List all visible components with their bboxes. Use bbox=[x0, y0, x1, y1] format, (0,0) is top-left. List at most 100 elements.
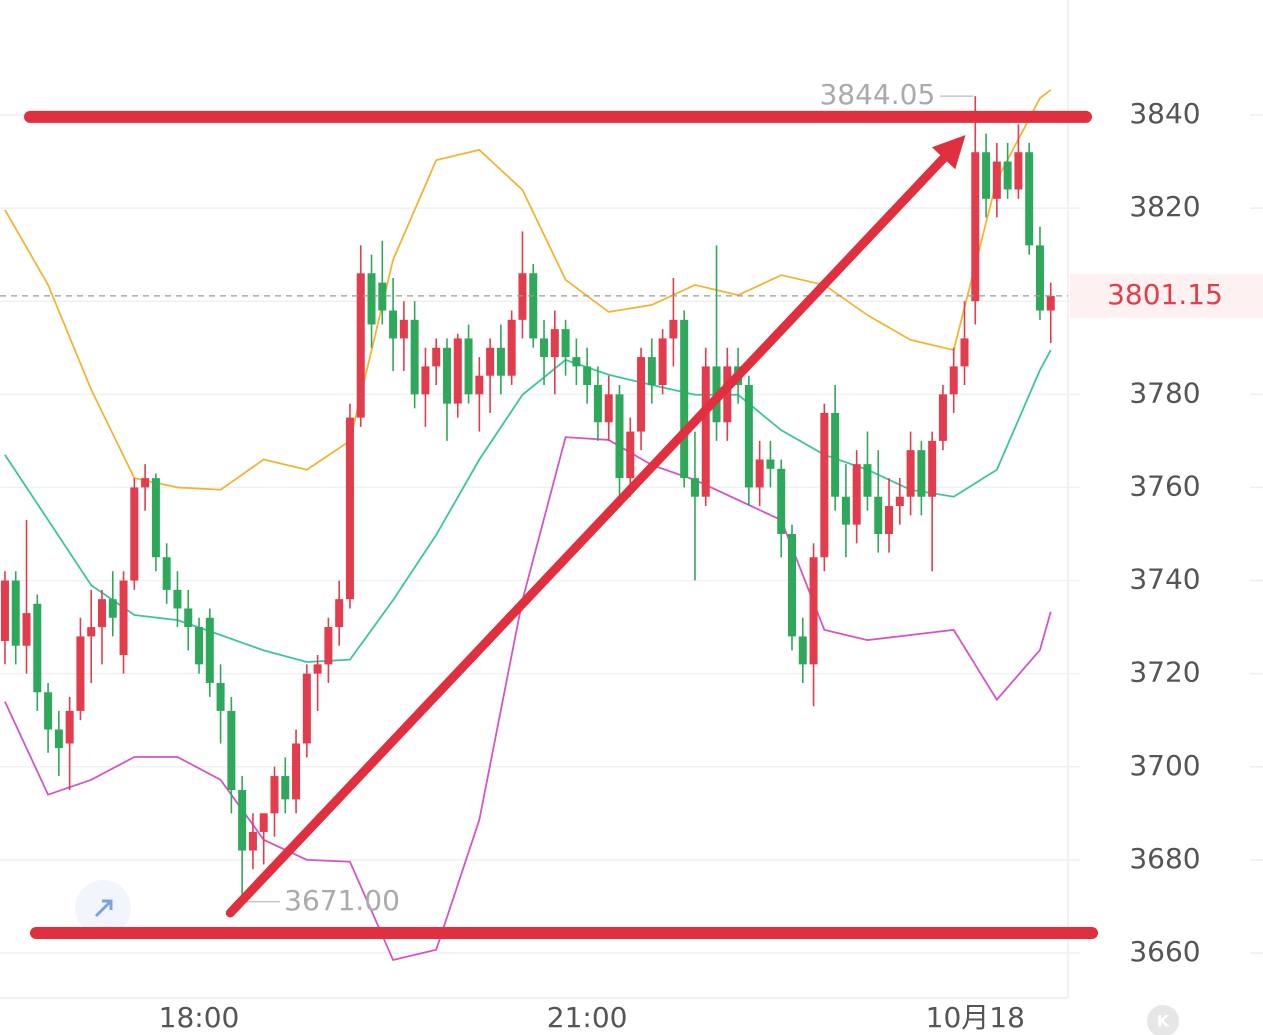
candle-body bbox=[335, 599, 344, 628]
x-tick-label: 18:00 bbox=[159, 1001, 240, 1034]
candle-body bbox=[76, 636, 85, 711]
candle-body bbox=[432, 347, 441, 367]
k-button[interactable]: K bbox=[1147, 1005, 1179, 1035]
candle-body bbox=[22, 613, 31, 646]
candle-body bbox=[130, 487, 139, 581]
low-label: 3671.00 bbox=[284, 884, 400, 917]
candle-body bbox=[119, 580, 128, 656]
candle-body bbox=[475, 375, 484, 395]
high-label: 3844.05 bbox=[819, 78, 935, 111]
candle-body bbox=[777, 468, 786, 534]
candle-body bbox=[550, 329, 559, 358]
candle-body bbox=[248, 831, 257, 851]
candle-body bbox=[507, 319, 516, 376]
candle-body bbox=[1014, 152, 1023, 190]
band-line bbox=[4, 349, 1052, 663]
candle-body bbox=[917, 450, 926, 497]
candle-body bbox=[259, 813, 268, 832]
x-tick-label: 21:00 bbox=[547, 1001, 628, 1034]
candle-body bbox=[529, 273, 538, 339]
svg-text:K: K bbox=[1157, 1012, 1170, 1031]
candle-body bbox=[637, 357, 646, 432]
candle-body bbox=[1025, 152, 1034, 246]
candle-body bbox=[906, 450, 915, 497]
candle-body bbox=[658, 338, 667, 386]
candle-body bbox=[421, 366, 430, 395]
candle-body bbox=[399, 319, 408, 339]
drawing-tool-button[interactable] bbox=[75, 880, 131, 936]
x-tick-label: 10月18 bbox=[926, 1001, 1025, 1034]
candle-body bbox=[378, 282, 387, 311]
candle-body bbox=[151, 478, 160, 558]
candle-body bbox=[184, 608, 193, 628]
candle-body bbox=[809, 557, 818, 665]
candle-body bbox=[647, 357, 656, 386]
band-line bbox=[4, 89, 1052, 491]
y-tick-label: 3760 bbox=[1129, 469, 1200, 502]
y-tick-label: 3680 bbox=[1129, 842, 1200, 875]
candle-body bbox=[928, 440, 937, 497]
y-tick-label: 3740 bbox=[1129, 563, 1200, 596]
candle-body bbox=[885, 506, 894, 534]
candle-body bbox=[852, 464, 861, 525]
candle-body bbox=[626, 431, 635, 479]
candle-body bbox=[723, 366, 732, 423]
candle-body bbox=[938, 394, 947, 441]
candle-body bbox=[65, 710, 74, 744]
candle-body bbox=[0, 580, 9, 642]
candle-body bbox=[604, 394, 613, 423]
candle-body bbox=[561, 329, 570, 358]
candle-body bbox=[540, 338, 549, 358]
candle-body bbox=[11, 580, 20, 646]
candle-body bbox=[583, 366, 592, 386]
candle-body bbox=[798, 636, 807, 665]
y-tick-label: 3780 bbox=[1129, 376, 1200, 409]
candle-body bbox=[270, 776, 279, 814]
candle-body bbox=[744, 385, 753, 488]
candle-body bbox=[496, 347, 505, 376]
candle-body bbox=[690, 478, 699, 497]
candle-body bbox=[863, 464, 872, 497]
candle-body bbox=[820, 412, 829, 558]
candle-body bbox=[874, 496, 883, 534]
candle-body bbox=[971, 152, 980, 302]
candle-body bbox=[302, 673, 311, 744]
candle-body bbox=[54, 729, 63, 749]
candle-body bbox=[453, 338, 462, 404]
candle-body bbox=[680, 319, 689, 479]
candle-body bbox=[292, 743, 301, 800]
candle-body bbox=[895, 496, 904, 507]
candle-body bbox=[992, 161, 1001, 199]
candle-body bbox=[162, 557, 171, 590]
candle-body bbox=[367, 273, 376, 325]
candle-body bbox=[701, 366, 710, 497]
candle-body bbox=[572, 357, 581, 367]
candle-body bbox=[841, 496, 850, 525]
candle-body bbox=[831, 412, 840, 497]
candle-body bbox=[1035, 245, 1044, 311]
candle-body bbox=[1046, 295, 1055, 311]
candle-body bbox=[281, 776, 290, 800]
candle-body bbox=[324, 627, 333, 665]
candle-body bbox=[755, 459, 764, 488]
candle-body bbox=[173, 589, 182, 609]
candle-body bbox=[108, 599, 117, 618]
candle-body bbox=[1003, 161, 1012, 190]
candle-body bbox=[669, 319, 678, 339]
y-tick-label: 3700 bbox=[1129, 749, 1200, 782]
band-line bbox=[4, 436, 1052, 962]
candle-body bbox=[97, 599, 106, 628]
candle-body bbox=[615, 394, 624, 479]
candle-body bbox=[238, 790, 247, 851]
candle-body bbox=[141, 478, 150, 488]
candle-body bbox=[982, 152, 991, 199]
candle-body bbox=[949, 366, 958, 395]
y-tick-label: 3720 bbox=[1129, 656, 1200, 689]
candle-body bbox=[442, 347, 451, 404]
candle-body bbox=[518, 273, 527, 320]
candle-body bbox=[345, 417, 354, 600]
candle-body bbox=[356, 273, 365, 418]
candle-body bbox=[486, 347, 495, 376]
candle-body bbox=[313, 664, 322, 674]
